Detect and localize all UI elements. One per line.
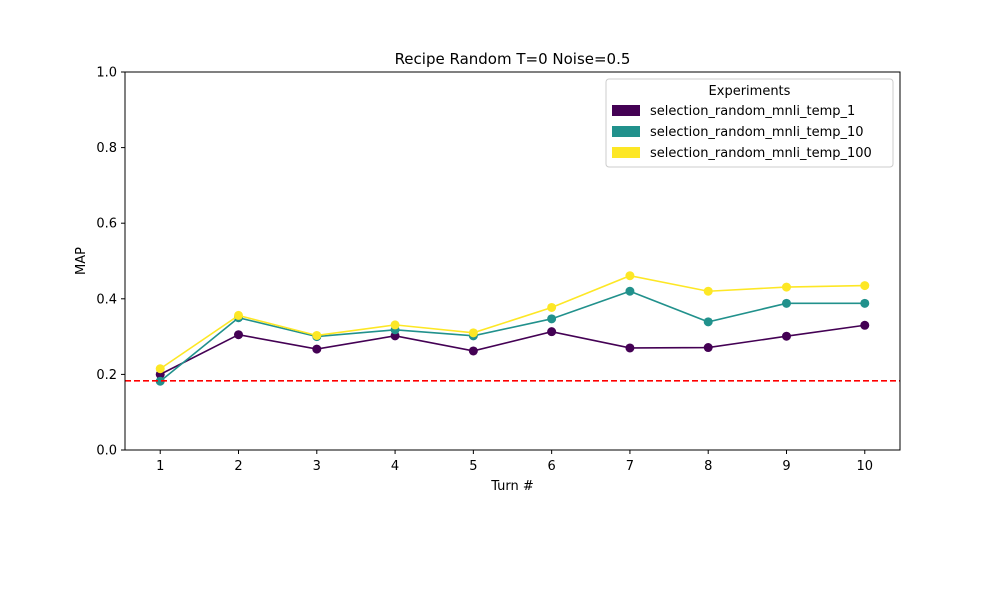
legend-swatch: [612, 126, 640, 137]
legend-swatch: [612, 105, 640, 116]
legend-entry-label: selection_random_mnli_temp_100: [650, 146, 872, 161]
series-3-point: [468, 328, 478, 338]
x-tick-label: 4: [391, 459, 399, 474]
series-3-point: [234, 310, 244, 320]
series-1-point: [547, 327, 557, 337]
series-3-point: [625, 271, 635, 281]
series-2-point: [547, 314, 557, 324]
series-2-point: [703, 317, 713, 327]
series-1-point: [625, 343, 635, 353]
x-tick-label: 1: [156, 459, 164, 474]
series-3-point: [860, 281, 870, 291]
y-tick-label: 0.2: [96, 368, 117, 383]
y-tick-label: 0.8: [96, 141, 117, 156]
x-tick-label: 10: [856, 459, 873, 474]
series-line-3: [159, 274, 865, 370]
legend-title: Experiments: [709, 84, 791, 99]
series-2-point: [625, 286, 635, 296]
series-3-point: [781, 282, 791, 292]
x-tick-label: 7: [626, 459, 634, 474]
legend-box: [605, 78, 894, 168]
y-tick-label: 0.0: [96, 444, 117, 459]
series-1-point: [468, 346, 478, 356]
series-2-point: [155, 376, 165, 386]
series-3-point: [547, 302, 557, 312]
series-line-1: [159, 324, 865, 376]
series-1-point: [234, 330, 244, 340]
x-tick-label: 2: [234, 459, 242, 474]
axes-frame: [124, 71, 901, 451]
x-tick-label: 5: [469, 459, 477, 474]
y-tick-label: 0.4: [96, 292, 117, 307]
series-3-point: [703, 286, 713, 296]
series-1-point: [860, 320, 870, 330]
x-tick-label: 3: [313, 459, 321, 474]
y-axis-label: MAP: [74, 247, 89, 275]
x-axis-label: Turn #: [490, 479, 534, 494]
legend-entry-label: selection_random_mnli_temp_10: [650, 125, 864, 140]
y-tick-label: 0.6: [96, 217, 117, 232]
series-1-point: [781, 331, 791, 341]
x-tick-label: 6: [548, 459, 556, 474]
series-line-2: [159, 290, 865, 382]
series-1-point: [703, 343, 713, 353]
chart-title: Recipe Random T=0 Noise=0.5: [395, 50, 631, 68]
y-tick-label: 1.0: [96, 66, 117, 81]
legend-swatch: [612, 147, 640, 158]
series-3-point: [312, 330, 322, 340]
series-2-point: [860, 298, 870, 308]
legend-entry-label: selection_random_mnli_temp_1: [650, 104, 855, 119]
series-2-point: [781, 298, 791, 308]
series-1-point: [312, 344, 322, 354]
x-tick-label: 8: [704, 459, 712, 474]
series-3-point: [155, 364, 165, 374]
series-3-point: [390, 320, 400, 330]
legend: Experiments selection_random_mnli_temp_1s…: [605, 78, 894, 168]
x-tick-label: 9: [782, 459, 790, 474]
